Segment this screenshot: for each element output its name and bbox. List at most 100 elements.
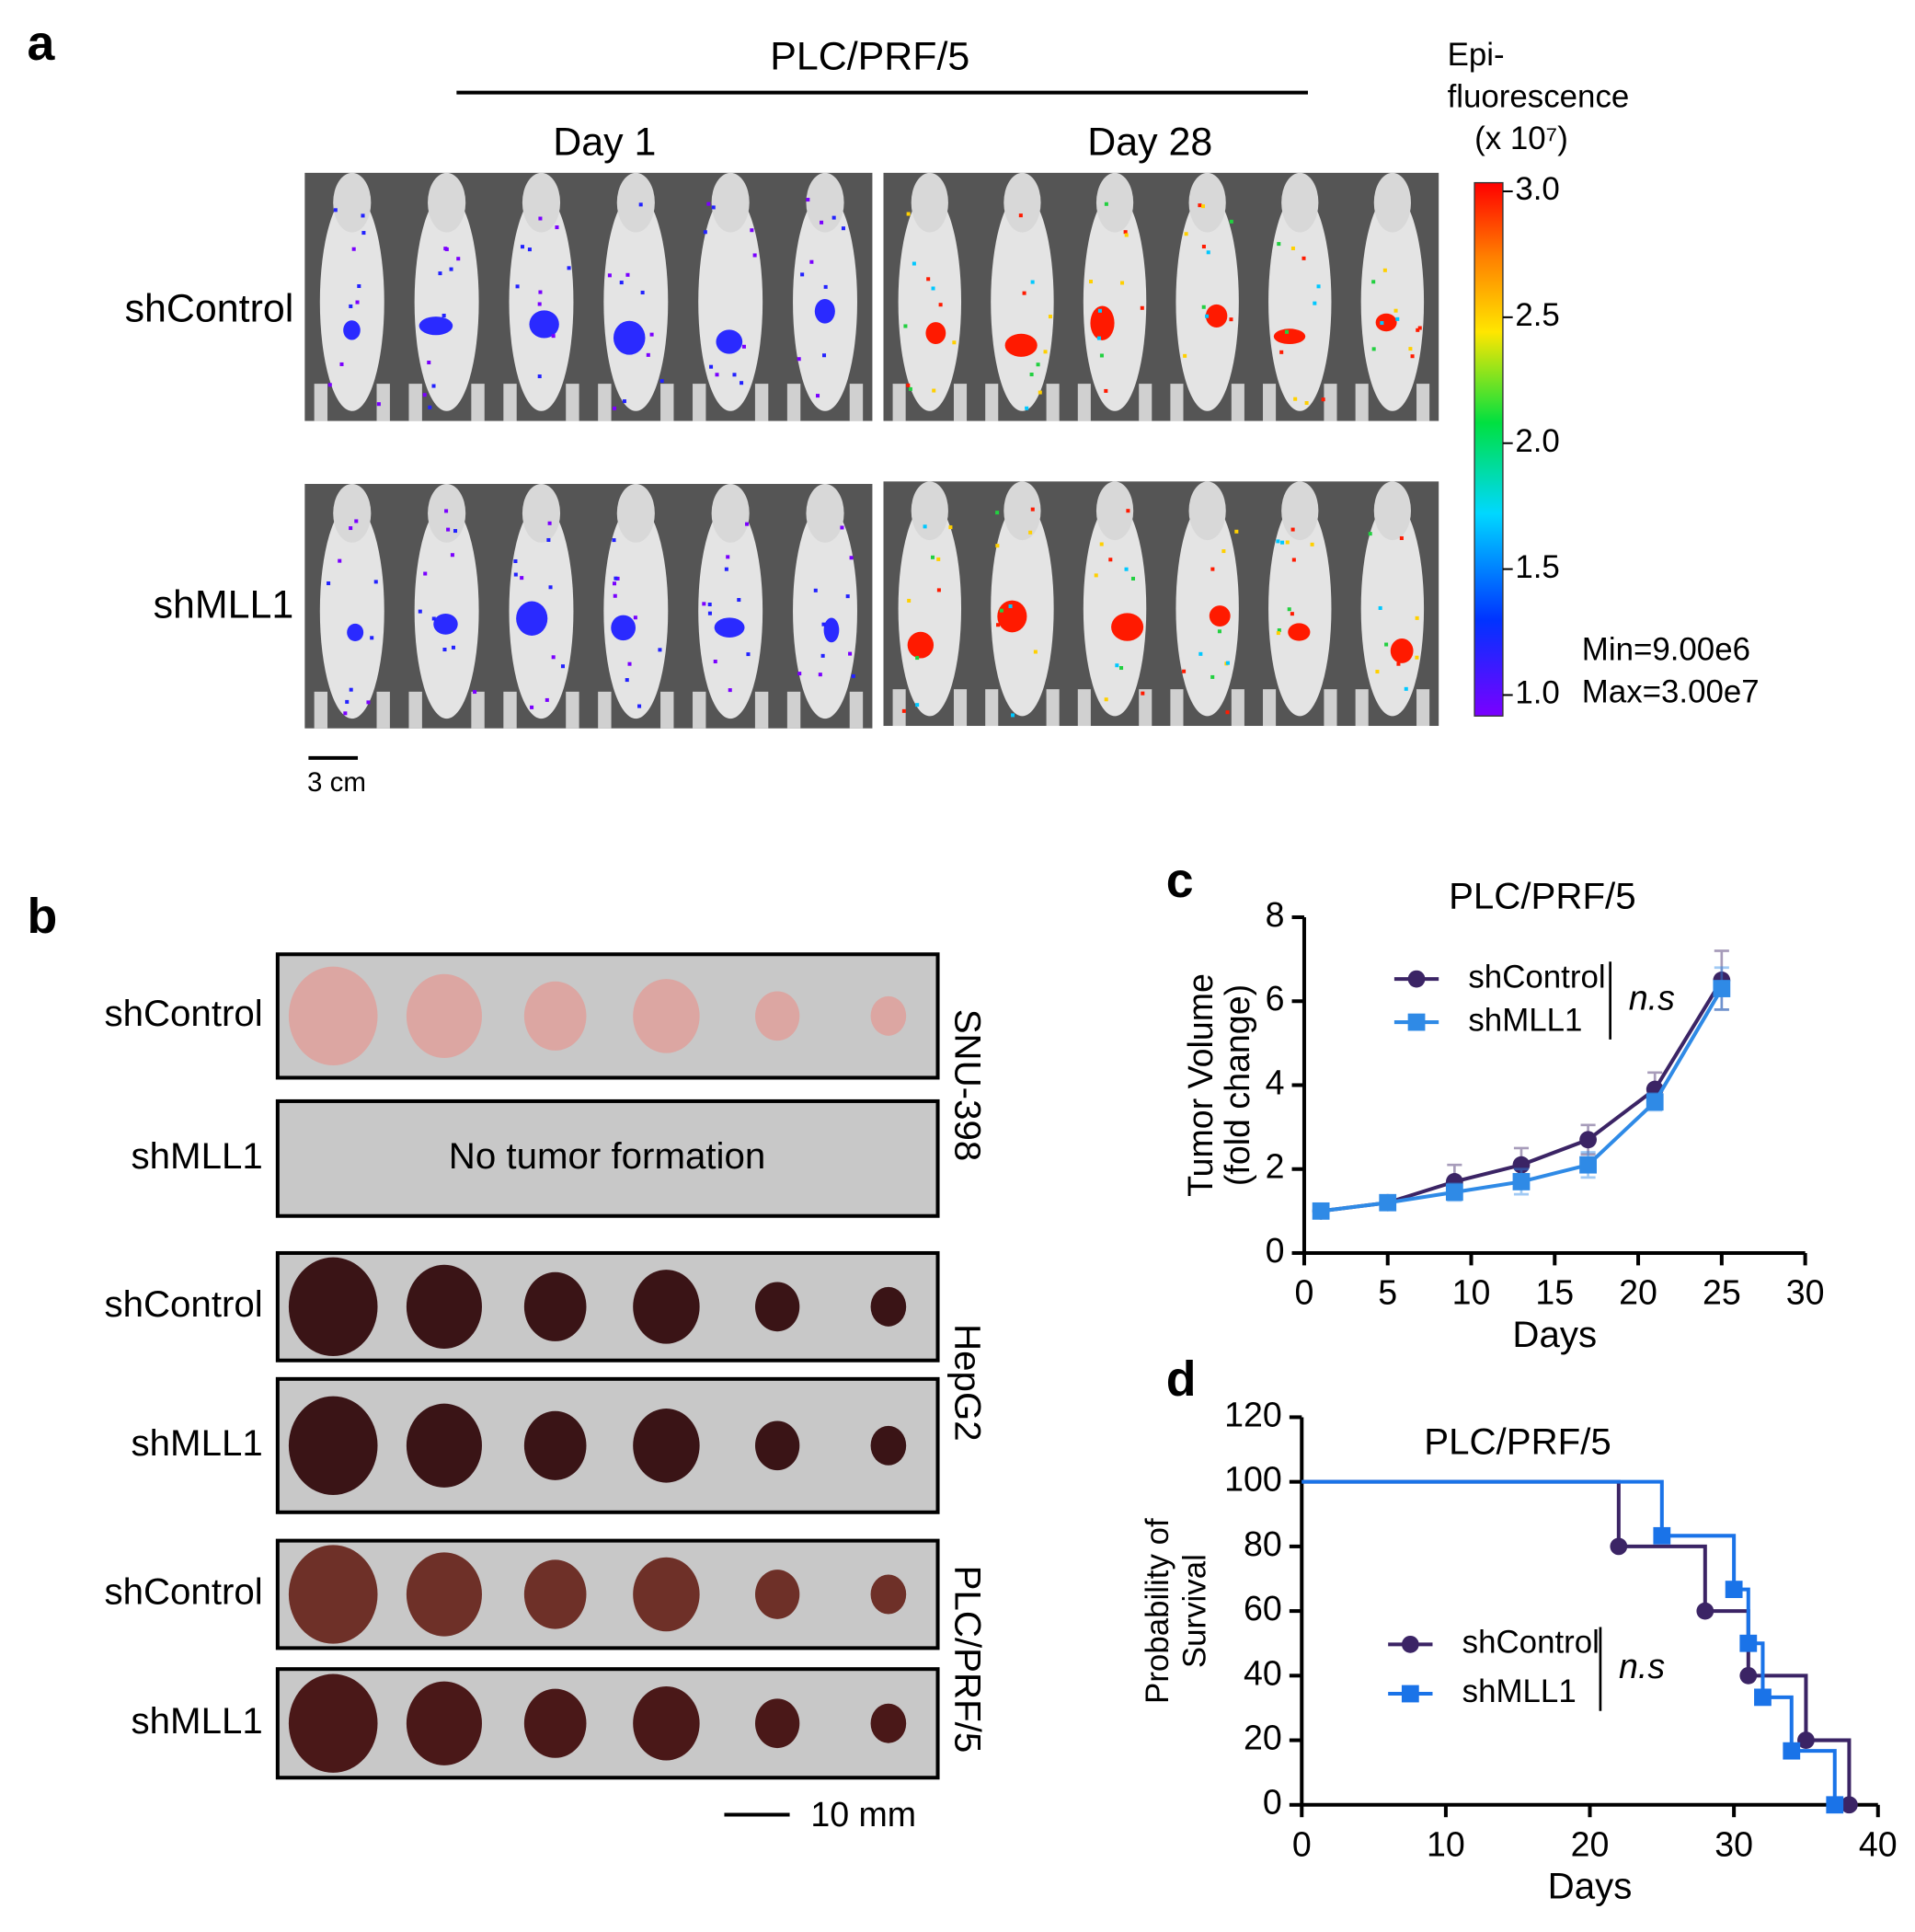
signal-speck [818,673,822,677]
y-axis-label: (fold change) [1218,984,1256,1186]
signal-speck [551,655,556,660]
signal-speck [545,697,549,702]
signal-speck [637,704,642,708]
tumor [406,1552,482,1637]
y-tick-label: 4 [1266,1063,1285,1101]
signal-speck [633,615,637,620]
mouse-leg [786,691,801,729]
marker [1725,1581,1743,1598]
mouse [319,192,384,411]
mouse-head [1003,172,1041,233]
signal-speck [1030,507,1035,512]
mouse-leg [754,384,769,421]
signal-speck [1036,362,1040,367]
signal-speck [1141,691,1145,696]
colorbar-min: Min=9.00e6 [1582,632,1750,668]
signal-speck [851,673,855,678]
signal-speck [1210,567,1215,571]
marker [1512,1156,1531,1174]
signal-speck [1225,661,1230,665]
signal-speck [995,544,1000,548]
scale-bar-label: 10 mm [810,1795,916,1834]
mouse-leg [503,384,517,421]
tumor [754,1282,800,1332]
colorbar-tick-label: 1.5 [1515,549,1559,585]
signal-speck [1183,353,1187,358]
row-label: shMLL1 [132,1700,263,1742]
marker [1713,980,1731,997]
panel-label: d [1166,1351,1197,1407]
signal-speck [728,688,732,693]
mouse-leg [471,691,485,729]
signal-speck [355,300,360,305]
mouse-head [616,172,655,233]
colorbar-tick-label: 2.0 [1515,423,1559,459]
mouse-leg [1170,689,1184,727]
mouse-leg [598,384,612,421]
image-background [304,172,873,421]
colorbar-title: (x 10⁷) [1474,121,1568,156]
signal-speck [327,383,332,387]
tumor [288,966,378,1066]
panel-label: a [28,16,56,71]
panel-title: PLC/PRF/5 [770,35,969,79]
mouse [414,503,479,719]
signal-speck [612,538,616,543]
tumor [870,1425,907,1466]
legend-label: shControl [1462,1625,1600,1661]
signal-speck [907,598,912,603]
mouse-head [711,172,750,233]
mouse-head [333,484,372,543]
signal-speck [451,645,455,650]
signal-speck [831,215,836,220]
signal-speck [702,602,706,606]
x-tick-label: 40 [1859,1824,1898,1863]
mouse [1175,192,1239,411]
signal-speck [1375,670,1380,674]
signal-speck [797,357,801,362]
signal-speck [1290,246,1295,250]
mouse-leg [598,691,612,729]
signal [1111,613,1144,641]
signal [997,600,1027,633]
group-label: SNU-398 [946,1009,988,1162]
signal [529,310,559,339]
tumor [870,995,907,1036]
colorbar-ticks: 3.0 2.5 2.0 1.5 1.0 [1502,171,1560,711]
signal-speck [423,571,428,576]
signal-speck [1124,567,1129,571]
imaging-panels [304,172,1439,729]
signal-speck [444,247,449,251]
signal-speck [349,304,353,308]
signal-speck [1287,607,1291,612]
signal-speck [813,588,818,592]
signal-speck [612,581,617,586]
signal-speck [1310,542,1314,546]
mouse-leg [1139,384,1152,421]
mouse-leg [849,384,864,421]
tumor [288,1673,378,1773]
signal-speck [816,394,820,398]
mouse-leg [376,691,390,729]
signal-speck [515,284,520,289]
signal-speck [1285,540,1290,545]
signal-speck [338,558,342,563]
tumor-box [275,1376,940,1514]
signal-speck [1304,401,1309,406]
signal-speck [936,557,941,561]
signal-speck [442,648,447,652]
signal-speck [1229,317,1233,322]
signal-speck [926,277,931,282]
marker [1646,1093,1664,1111]
signal-speck [422,393,427,397]
marker [1783,1742,1801,1760]
signal-speck [431,384,436,388]
signal-speck [638,202,643,207]
signal-speck [349,526,353,531]
mouse-leg [786,384,801,421]
signal-speck [339,362,344,366]
signal-speck [354,519,359,523]
mouse-leg [314,384,328,421]
signal-speck [607,273,612,278]
